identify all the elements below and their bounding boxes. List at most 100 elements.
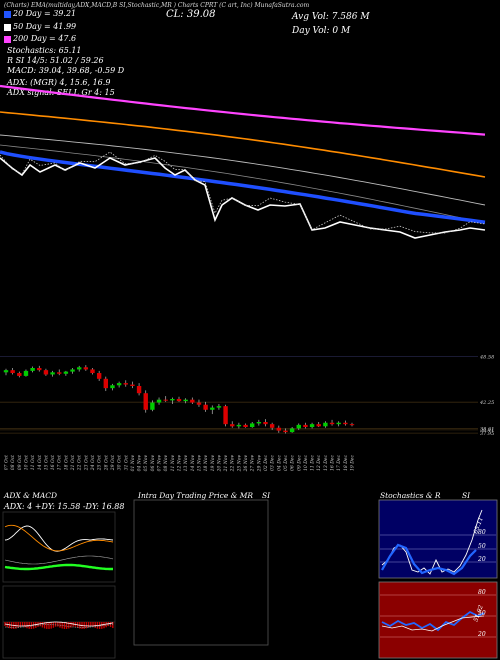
candle-body [76, 367, 82, 370]
candle-body [170, 398, 175, 401]
legend-stochastics: Stochastics: 65.11 [7, 46, 82, 55]
candle-body [96, 373, 102, 379]
ema50-swatch [4, 23, 11, 31]
intraday-panel-si: SI [262, 491, 271, 500]
candle-body [196, 402, 202, 405]
date-axis-label: 26 Nov [243, 455, 249, 473]
ema200-label: 200 Day = 47.6 [13, 34, 77, 43]
band-lower-line [0, 144, 486, 224]
adx-panel-title: ADX & MACD [4, 491, 58, 500]
legend-ema50: 50 Day = 41.99 [4, 22, 76, 31]
date-axis-label: 18 Oct [63, 455, 69, 470]
ema100-line [0, 111, 486, 178]
date-axis-label: 15 Nov [197, 455, 203, 472]
candle-body [249, 423, 255, 428]
ema50-line [0, 157, 486, 239]
candle-body [37, 368, 42, 371]
avg-vol: Avg Vol: 7.586 M [292, 12, 370, 22]
date-axis-label: 17 Dec [336, 455, 342, 471]
candle-body [296, 424, 301, 429]
date-axis-label: 13 Nov [183, 455, 189, 472]
date-axis-label: 04 Nov [137, 455, 143, 472]
date-axis-label: 27 Nov [250, 455, 256, 473]
date-axis-label: 08 Nov [163, 455, 169, 472]
rsi-level-50: 50 [478, 610, 486, 617]
candle-body [43, 370, 49, 375]
adx-ref-line [4, 555, 114, 565]
candle-body [176, 398, 182, 402]
rsi-line [381, 610, 485, 632]
date-axis-label: 11 Nov [170, 455, 176, 472]
ema-short-dotted-line [0, 151, 486, 234]
date-axis-label: 23 Oct [83, 455, 89, 471]
header-strip: (Charts) EMA(multiday,ADX,MACD,B SI,Stoc… [4, 2, 310, 9]
candle-body [263, 422, 268, 425]
date-axis-label: 06 Nov [150, 455, 156, 472]
date-axis-label: 19 Nov [210, 455, 216, 472]
stoch-level-80: 80 [478, 529, 486, 536]
adx-panel [2, 511, 116, 583]
date-axis-label: 14 Nov [190, 455, 196, 472]
intraday-panel [133, 499, 269, 646]
date-axis-label: 04 Dec [276, 455, 282, 471]
stoch-panel-si: SI [462, 491, 471, 500]
date-axis-label: 16 Oct [50, 455, 56, 470]
stoch-level-50: 50 [478, 543, 486, 550]
macd-line [4, 621, 114, 627]
date-axis-label: 24 Oct [90, 455, 96, 471]
price-axis-label: 38.61 [480, 426, 494, 432]
candle-body [110, 385, 115, 389]
adx-panel-values: ADX: 4 +DY: 15.58 -DY: 16.88 [4, 502, 125, 511]
date-axis-label: 10 Oct [24, 455, 30, 470]
candle-body [223, 406, 228, 425]
price-grid [0, 356, 478, 434]
legend-adx: ADX: (MGR) 4, 15.6, 16.9 [7, 78, 111, 87]
candle-body [156, 399, 162, 403]
stoch-k-line [381, 509, 483, 575]
candle-body [230, 424, 235, 427]
band-upper-line [0, 134, 486, 206]
stoch-panel-title: Stochastics & R [380, 491, 441, 500]
date-axis-label: 18 Nov [203, 455, 209, 472]
ema200-line [0, 84, 486, 136]
candle-body [136, 386, 142, 394]
candle-body [163, 399, 168, 401]
legend-rsi: R SI 14/5: 51.02 / 59.26 [7, 56, 104, 65]
date-axis-label: 30 Oct [117, 455, 123, 470]
adx-lines [4, 524, 114, 571]
date-axis-label: 22 Nov [230, 455, 236, 473]
candle-body [17, 373, 22, 376]
stoch-panel [378, 499, 498, 579]
date-axis-label: 29 Nov [256, 455, 262, 473]
ema20-label: 20 Day = 39.21 [13, 9, 77, 18]
stoch-lines [381, 509, 483, 576]
ema-lines-group [0, 84, 486, 239]
macd-panel [2, 585, 116, 659]
date-axis-label: 11 Oct [30, 455, 36, 470]
candle-body [216, 406, 222, 408]
date-axis-label: 22 Oct [77, 455, 83, 471]
price-axis-label: 37.95 [480, 431, 494, 437]
candle-body [23, 370, 29, 376]
candle-body [336, 422, 341, 425]
date-axis-label: 18 Dec [343, 455, 349, 471]
date-axis-label: 12 Nov [177, 455, 183, 472]
close-label: CL: 39.08 [166, 9, 216, 20]
candle-body [256, 422, 262, 424]
macd-lines [3, 621, 115, 629]
candle-body [3, 370, 9, 373]
candle-body [309, 424, 315, 428]
date-axis-label: 12 Dec [316, 455, 322, 471]
rsi-level-80: 80 [478, 589, 486, 596]
adx-plus-di-line [4, 525, 114, 552]
candle-body [10, 370, 15, 374]
candle-body [50, 372, 55, 375]
candle-body [236, 424, 242, 427]
adx-minus-di-line [4, 524, 114, 552]
candle-body [289, 428, 295, 433]
intraday-panel-title: Intra Day Trading Price & MR [138, 491, 254, 500]
stoch-level-20: 20 [478, 556, 486, 563]
candle-body [116, 383, 122, 386]
